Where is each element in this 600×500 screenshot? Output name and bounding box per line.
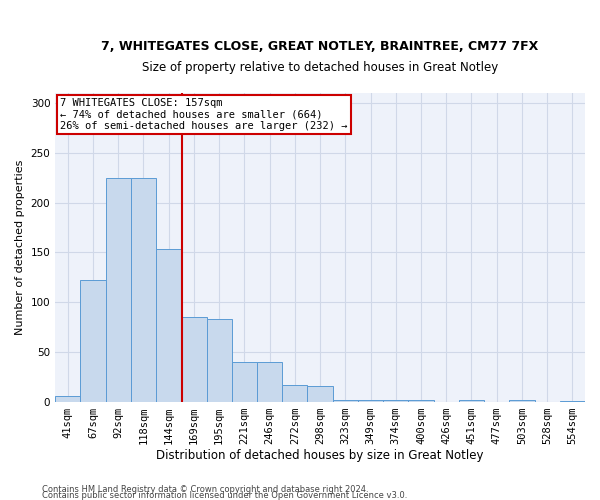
Bar [459,400,484,402]
Bar [181,317,206,402]
Bar [106,178,131,402]
Bar [80,280,106,402]
Text: Contains HM Land Registry data © Crown copyright and database right 2024.: Contains HM Land Registry data © Crown c… [42,486,368,494]
Bar [307,386,332,402]
Text: Contains public sector information licensed under the Open Government Licence v3: Contains public sector information licen… [42,492,407,500]
Text: 7 WHITEGATES CLOSE: 157sqm
← 74% of detached houses are smaller (664)
26% of sem: 7 WHITEGATES CLOSE: 157sqm ← 74% of deta… [61,98,348,131]
Bar [383,400,409,402]
Bar [358,400,383,402]
Y-axis label: Number of detached properties: Number of detached properties [15,160,25,335]
Bar [131,178,156,402]
Bar [206,319,232,402]
Bar [232,362,257,402]
Title: Size of property relative to detached houses in Great Notley: Size of property relative to detached ho… [142,61,498,74]
X-axis label: Distribution of detached houses by size in Great Notley: Distribution of detached houses by size … [157,450,484,462]
Bar [560,400,585,402]
Bar [509,400,535,402]
Bar [282,384,307,402]
Bar [257,362,282,402]
Bar [156,250,181,402]
Bar [332,400,358,402]
Bar [409,400,434,402]
Bar [55,396,80,402]
Text: 7, WHITEGATES CLOSE, GREAT NOTLEY, BRAINTREE, CM77 7FX: 7, WHITEGATES CLOSE, GREAT NOTLEY, BRAIN… [101,40,539,53]
